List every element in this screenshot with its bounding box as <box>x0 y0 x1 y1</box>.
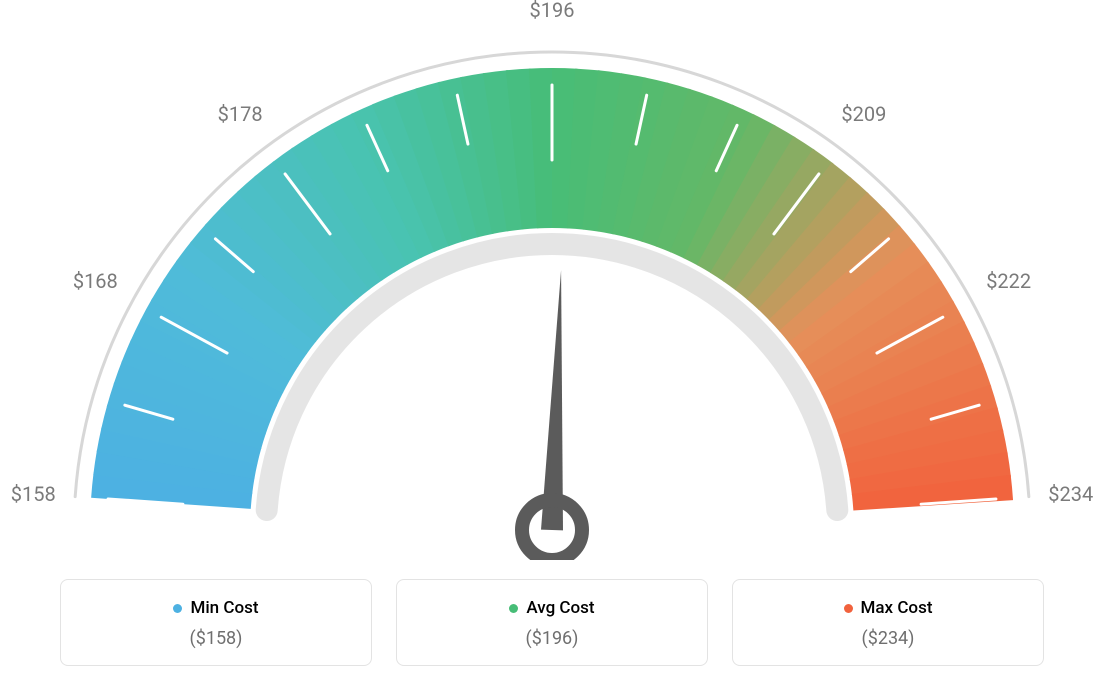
legend-label-max: Max Cost <box>861 598 933 618</box>
legend-dot-min <box>173 604 182 613</box>
legend-label-min: Min Cost <box>190 598 258 618</box>
gauge-tick-label: $168 <box>73 269 118 293</box>
legend-label-avg: Avg Cost <box>526 598 594 618</box>
gauge-tick-label: $234 <box>1048 482 1093 506</box>
legend-title-min: Min Cost <box>173 598 258 618</box>
legend-title-max: Max Cost <box>844 598 933 618</box>
legend-title-avg: Avg Cost <box>509 598 594 618</box>
gauge-tick-label: $158 <box>11 482 56 506</box>
gauge-tick-label: $222 <box>986 269 1031 293</box>
gauge-tick-label: $209 <box>841 102 886 126</box>
legend-card-avg: Avg Cost ($196) <box>396 579 708 667</box>
legend-card-min: Min Cost ($158) <box>60 579 372 667</box>
legend-value-avg: ($196) <box>407 628 697 649</box>
legend-card-max: Max Cost ($234) <box>732 579 1044 667</box>
gauge-svg <box>0 0 1104 560</box>
legend-dot-max <box>844 604 853 613</box>
gauge-chart: $158 $168 $178 $196 $209 $222 $234 <box>0 0 1104 560</box>
gauge-tick-label: $196 <box>530 0 575 22</box>
legend-value-max: ($234) <box>743 628 1033 649</box>
legend-row: Min Cost ($158) Avg Cost ($196) Max Cost… <box>60 579 1044 667</box>
legend-value-min: ($158) <box>71 628 361 649</box>
gauge-tick-label: $178 <box>218 102 263 126</box>
legend-dot-avg <box>509 604 518 613</box>
